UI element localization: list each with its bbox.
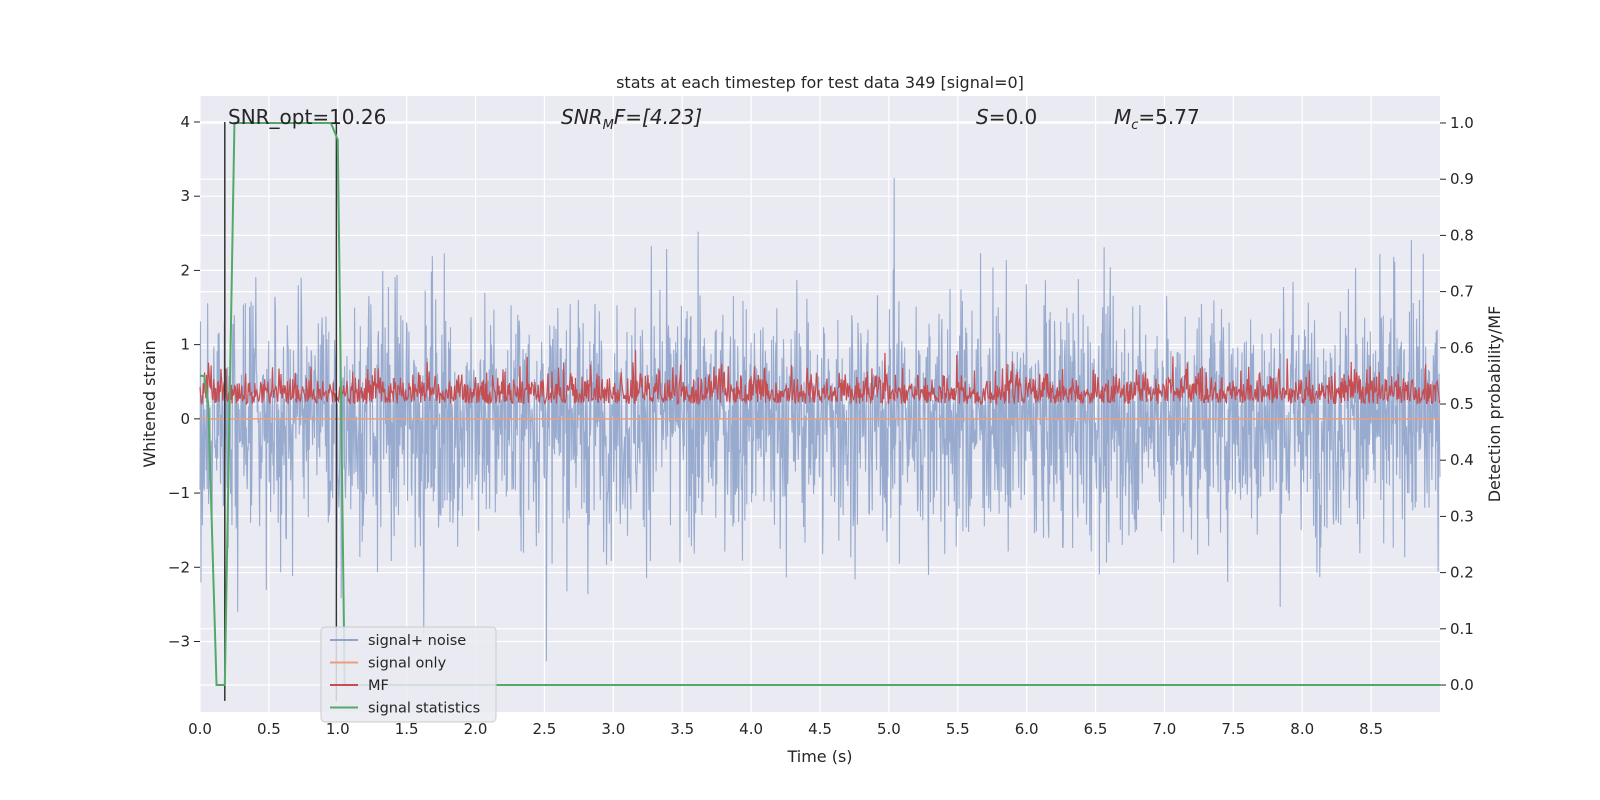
y-tick-label-left: 1 [180,336,190,354]
y-tick-label-right: 0.3 [1450,507,1474,525]
x-tick-label: 8.5 [1359,720,1383,738]
y-tick-label-left: 0 [180,410,190,428]
x-tick-label: 5.0 [877,720,901,738]
legend-label: signal statistics [368,701,480,717]
y-tick-label-right: 0.6 [1450,339,1474,357]
y-tick-label-right: 0.0 [1450,676,1474,694]
annotation-s: S=0.0 [976,105,1037,129]
x-tick-label: 2.0 [464,720,488,738]
y-tick-label-left: 4 [180,113,190,131]
x-tick-label: 8.0 [1290,720,1314,738]
x-tick-label: 3.0 [601,720,625,738]
y-tick-label-right: 0.4 [1450,451,1474,469]
y-axis-label-right: Detection probability/MF [1485,306,1504,503]
legend-label: MF [368,678,389,694]
x-tick-label: 4.0 [739,720,763,738]
x-tick-label: 6.5 [1084,720,1108,738]
x-tick-label: 3.5 [670,720,694,738]
mc-subscript: c [1131,118,1138,133]
snr-mf-main: SNR [561,105,603,129]
y-tick-label-right: 0.7 [1450,283,1474,301]
x-tick-label: 6.0 [1015,720,1039,738]
y-ticks-left: 4 3 2 1 0 −1 −2 −3 [168,113,200,650]
x-tick-label: 4.5 [808,720,832,738]
y-axis-label-left: Whitened strain [140,340,159,467]
legend-label: signal+ noise [368,633,466,649]
series-mf [199,350,1441,406]
x-tick-label: 5.5 [946,720,970,738]
x-tick-label: 0.5 [257,720,281,738]
y-tick-label-right: 0.1 [1450,620,1474,638]
x-tick-label: 1.0 [326,720,350,738]
s-value: =0.0 [989,105,1038,129]
snr-mf-subscript: M [603,118,614,133]
mc-main: M [1114,105,1131,129]
x-axis-label: Time (s) [786,747,852,766]
y-tick-label-left: −3 [168,632,190,650]
x-tick-label: 1.5 [395,720,419,738]
y-tick-label-right: 0.8 [1450,226,1474,244]
x-tick-label: 7.5 [1221,720,1245,738]
y-tick-label-left: −2 [168,558,190,576]
s-main: S [976,105,989,129]
legend-label: signal only [368,656,447,672]
annotation-snr-mf: SNRMF=[4.23] [561,105,702,133]
vertical-markers [224,121,338,701]
line-mf [199,350,1441,406]
annotation-mc: Mc=5.77 [1114,105,1200,133]
y-tick-label-right: 0.9 [1450,170,1474,188]
y-tick-label-right: 1.0 [1450,114,1474,132]
x-tick-label: 0.0 [188,720,212,738]
y-tick-label-right: 0.5 [1450,395,1474,413]
mc-value: =5.77 [1138,105,1199,129]
chart-title: stats at each timestep for test data 349… [616,73,1024,92]
legend: signal+ noise signal only MF signal statist… [320,626,497,723]
y-ticks-right: 1.0 0.9 0.8 0.7 0.6 0.5 0.4 0.3 0.2 0.1 0.0 [1440,114,1474,694]
series-signal-noise [199,178,1441,662]
x-tick-label: 2.5 [533,720,557,738]
x-ticks: 0.0 0.5 1.0 1.5 2.0 2.5 3.0 3.5 4.0 4.5 5.0 5.5 6.0 6… [188,720,1383,738]
annotation-snr-opt: SNR_opt=10.26 [228,105,386,129]
line-signal-noise [199,178,1441,662]
x-tick-label: 7.0 [1153,720,1177,738]
y-tick-label-right: 0.2 [1450,564,1474,582]
y-tick-label-left: 2 [180,261,190,279]
legend-box [320,626,497,723]
y-tick-label-left: 3 [180,187,190,205]
snr-mf-value: F=[4.23] [614,105,702,129]
y-tick-label-left: −1 [168,484,190,502]
